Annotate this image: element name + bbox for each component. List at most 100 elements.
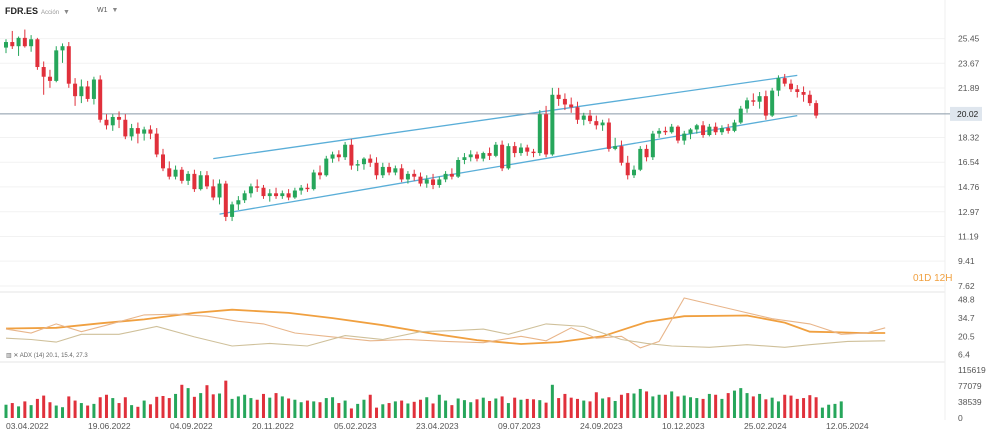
volume-bar: [299, 402, 303, 418]
volume-bar: [444, 400, 448, 418]
volume-bar: [293, 399, 297, 418]
volume-bar: [381, 404, 385, 418]
volume-bar: [475, 399, 479, 418]
candle-body: [581, 115, 586, 120]
price-tick-label: 16.54: [958, 157, 980, 167]
candle-body: [663, 130, 668, 133]
candle-body: [757, 96, 762, 102]
candle-body: [650, 133, 655, 158]
volume-bar: [331, 397, 335, 418]
date-tick-label: 20.11.2022: [252, 421, 294, 431]
volume-bar: [142, 400, 146, 418]
indicator-legend[interactable]: ▥ ✕ ADX (14) 20.1, 15.4, 27.3: [6, 352, 88, 359]
candle-body: [236, 200, 241, 205]
volume-bar: [569, 397, 573, 418]
candle-body: [726, 128, 731, 131]
volume-bar: [601, 398, 605, 418]
candle-body: [594, 121, 599, 126]
volume-bar: [827, 404, 831, 418]
volume-bar: [682, 395, 686, 418]
candle-body: [481, 153, 486, 159]
candle-body: [198, 175, 203, 190]
volume-bar: [839, 401, 843, 418]
volume-bar: [117, 403, 121, 418]
volume-bar: [98, 397, 102, 418]
volume-bar: [205, 385, 209, 418]
volume-bar: [79, 403, 83, 418]
candle-body: [217, 183, 222, 198]
candle-body: [814, 103, 819, 116]
volume-bar: [54, 405, 58, 418]
candle-body: [537, 114, 542, 154]
date-tick-label: 05.02.2023: [334, 421, 377, 431]
candle-body: [292, 190, 297, 198]
candle-body: [462, 157, 467, 160]
symbol-header[interactable]: FDR.ES Acción ▼: [5, 6, 70, 16]
candle-body: [91, 79, 96, 99]
candle-body: [682, 133, 687, 141]
volume-bar: [820, 407, 824, 418]
candle-body: [66, 46, 71, 84]
candle-body: [142, 129, 147, 134]
candle-body: [789, 83, 793, 90]
volume-bar: [35, 398, 39, 418]
candle-body: [16, 37, 21, 47]
volume-bar: [167, 398, 171, 418]
volume-bar: [17, 406, 21, 418]
volume-bar: [211, 394, 215, 418]
volume-bar: [657, 394, 661, 418]
indicator-line-di_plus: [5, 297, 886, 349]
candle-body: [361, 158, 366, 165]
candle-body: [286, 193, 291, 198]
volume-bar: [795, 398, 799, 418]
volume-bar: [349, 408, 353, 418]
volume-bar: [462, 400, 466, 418]
candle-body: [569, 104, 574, 108]
volume-bar: [73, 400, 77, 418]
volume-bar: [632, 393, 636, 418]
candle-body: [368, 158, 373, 163]
candle-body: [148, 129, 153, 134]
volume-bar: [506, 403, 510, 418]
candle-body: [405, 173, 410, 180]
candle-body: [4, 42, 8, 48]
indicator-line-adx: [5, 308, 886, 345]
candle-body: [500, 144, 505, 169]
volume-bar: [575, 398, 579, 418]
timeframe-selector[interactable]: W1 ▼: [97, 7, 118, 14]
candle-body: [707, 126, 712, 136]
chevron-down-icon[interactable]: ▼: [63, 9, 70, 16]
candle-body: [280, 193, 285, 197]
date-tick-label: 25.02.2024: [744, 421, 787, 431]
volume-bar: [375, 407, 379, 418]
volume-bar: [230, 398, 234, 418]
volume-bar: [550, 384, 554, 418]
date-tick-label: 04.09.2022: [170, 421, 213, 431]
candle-body: [255, 186, 260, 188]
volume-bar: [387, 403, 391, 418]
volume-bar: [42, 395, 46, 418]
candle-body: [751, 100, 756, 102]
volume-bar: [224, 380, 228, 418]
candle-body: [632, 169, 636, 176]
symbol-name: FDR.ES: [5, 6, 39, 16]
candle-body: [468, 154, 473, 158]
price-tick-label: 7.62: [958, 281, 975, 291]
volume-bar: [450, 405, 454, 418]
volume-bar: [720, 398, 724, 418]
chevron-down-icon[interactable]: ▼: [111, 7, 119, 14]
volume-bar: [481, 397, 485, 418]
candle-body: [588, 115, 593, 122]
candle-body: [506, 146, 511, 169]
candle-body: [154, 133, 159, 155]
candle-body: [412, 173, 417, 177]
candle-body: [782, 78, 787, 84]
volume-bar: [400, 400, 404, 418]
candle-body: [525, 147, 530, 152]
indicator-settings-icon[interactable]: ▥ ✕: [6, 353, 19, 359]
candlestick-series[interactable]: [4, 29, 819, 222]
candle-body: [336, 154, 341, 158]
candle-body: [29, 39, 34, 47]
current-price-tag: [950, 106, 982, 121]
candle-body: [380, 166, 385, 176]
